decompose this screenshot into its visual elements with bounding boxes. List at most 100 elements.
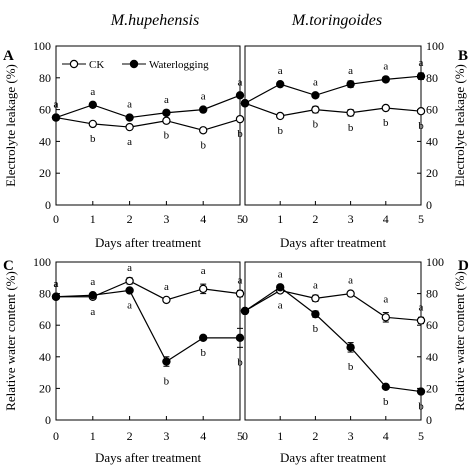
series-ck: bb b b b — [240, 99, 426, 137]
title-right: M.toringoides — [291, 12, 382, 29]
series-waterlogging: a a a a a — [240, 57, 426, 108]
data-point — [381, 382, 390, 392]
x-tick-label: 1 — [277, 429, 283, 443]
y-tick-label: 0 — [45, 198, 51, 212]
data-point — [381, 313, 390, 322]
data-point — [416, 387, 426, 396]
data-point — [235, 333, 245, 343]
significance-letter: a — [164, 281, 169, 293]
significance-letter: b — [313, 323, 319, 335]
data-point — [125, 113, 134, 122]
significance-letter: a — [313, 279, 318, 291]
panel-letter: D — [458, 258, 469, 274]
x-tick-label: 3 — [163, 212, 169, 226]
y-tick-label: 40 — [39, 350, 51, 364]
significance-letter: a — [419, 301, 424, 313]
x-tick-label: 5 — [237, 429, 243, 443]
x-tick-label: 1 — [277, 212, 283, 226]
x-axis-label: Days after treatment — [95, 235, 202, 250]
data-point — [311, 91, 320, 100]
data-point — [240, 99, 250, 108]
series-waterlogging: a a a a a a — [51, 76, 245, 122]
y-tick-label: 20 — [39, 381, 51, 395]
significance-letter: a — [90, 276, 95, 288]
significance-letter: b — [237, 128, 243, 140]
x-tick-label: 2 — [127, 429, 133, 443]
y-tick-label: 80 — [426, 287, 438, 301]
y-tick-label: 0 — [426, 198, 432, 212]
significance-letter: a — [90, 86, 95, 98]
data-point — [346, 289, 355, 298]
significance-letter: a — [238, 275, 243, 287]
data-point — [416, 106, 426, 116]
significance-letter: b — [313, 119, 319, 131]
data-point — [311, 309, 320, 319]
significance-letter: a — [54, 278, 59, 290]
significance-letter: b — [418, 401, 424, 413]
data-point — [416, 72, 426, 81]
data-point — [346, 343, 355, 352]
panel-a: A 0 20 40 60 80 100 0 1 2 3 4 5 Days after treatment E… — [3, 39, 245, 250]
plot-frame — [55, 45, 241, 206]
data-point — [276, 111, 285, 121]
y-axis-label: Relative water content (%) — [3, 271, 18, 411]
data-point — [276, 283, 285, 292]
data-point — [162, 357, 171, 366]
x-tick-label: 5 — [418, 212, 424, 226]
y-tick-label: 0 — [45, 413, 51, 427]
significance-letter: b — [418, 120, 424, 132]
data-point — [162, 108, 171, 117]
legend-label-waterlogging: Waterlogging — [149, 59, 209, 71]
significance-letter: a — [238, 76, 243, 88]
plot-frame — [55, 261, 241, 421]
series-line — [56, 280, 241, 301]
y-axis-label: Relative water content (%) — [452, 271, 467, 411]
data-point — [198, 284, 208, 294]
series-line — [55, 116, 241, 131]
data-point — [235, 114, 245, 124]
y-tick-label: 80 — [39, 71, 51, 85]
x-tick-label: 4 — [200, 429, 206, 443]
data-point — [88, 100, 98, 110]
significance-letter: a — [201, 265, 206, 277]
x-axis-label: Days after treatment — [280, 450, 387, 465]
data-point — [416, 316, 426, 325]
significance-letter: a — [164, 94, 169, 106]
significance-letter: a — [383, 294, 388, 306]
significance-letter: a — [419, 57, 424, 69]
significance-letter: a — [127, 299, 132, 311]
series-waterlogging: a b b b b — [240, 268, 426, 413]
series-ck: a a a a a — [240, 275, 426, 325]
plot-frame — [244, 261, 422, 421]
significance-letter: b — [200, 347, 206, 359]
x-tick-label: 3 — [348, 212, 354, 226]
x-tick-label: 2 — [127, 212, 133, 226]
data-point — [198, 105, 208, 114]
significance-letter: a — [127, 262, 132, 274]
series-line — [244, 75, 422, 104]
x-tick-label: 3 — [163, 429, 169, 443]
significance-letter: a — [313, 76, 318, 88]
significance-letter: b — [277, 125, 283, 137]
significance-letter: b — [383, 117, 389, 129]
series-waterlogging: a a a b b b — [51, 276, 245, 387]
significance-letter: a — [278, 268, 283, 280]
significance-letter: b — [200, 139, 206, 151]
data-point — [346, 79, 355, 89]
significance-letter: b — [164, 375, 170, 387]
data-point — [235, 91, 245, 100]
y-tick-label: 40 — [426, 134, 438, 148]
x-tick-label: 1 — [90, 429, 96, 443]
y-tick-label: 20 — [426, 381, 438, 395]
x-tick-label: 0 — [242, 429, 248, 443]
series-line — [244, 102, 422, 117]
significance-letter: b — [90, 133, 96, 145]
data-point — [346, 108, 355, 117]
significance-letter: a — [278, 299, 283, 311]
data-point — [125, 286, 134, 295]
x-tick-label: 0 — [53, 212, 59, 226]
series-line — [244, 289, 422, 322]
significance-letter: b — [237, 356, 243, 368]
y-tick-label: 20 — [426, 166, 438, 180]
data-point — [88, 290, 98, 300]
